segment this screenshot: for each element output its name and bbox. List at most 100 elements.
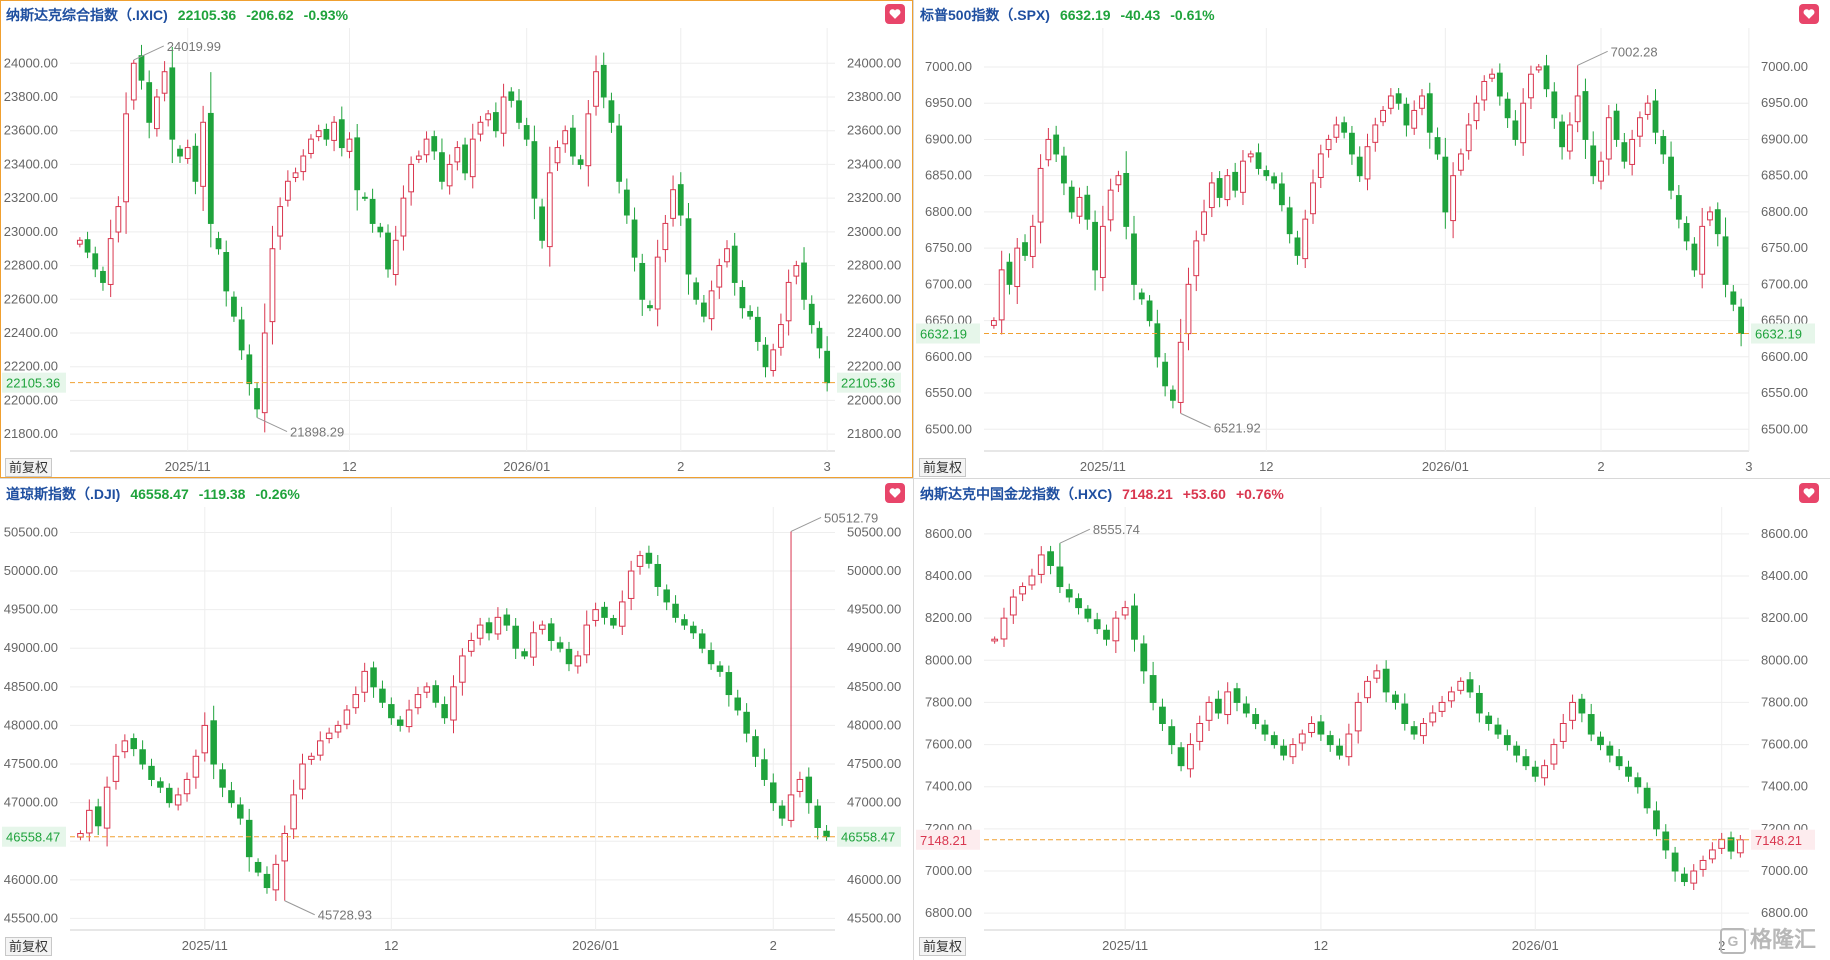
y-tick-left: 49500.00 <box>4 602 58 617</box>
extreme-leader-line <box>1059 528 1091 544</box>
y-tick-right: 6900.00 <box>1761 131 1808 146</box>
candle-body <box>1261 724 1269 735</box>
candle-body <box>814 805 821 828</box>
candle-body <box>441 704 448 719</box>
candle-body <box>547 623 555 642</box>
candle-body <box>1099 225 1106 278</box>
y-tick-right: 6800.00 <box>1761 905 1808 920</box>
candle-body <box>1232 171 1239 191</box>
favorite-heart-icon[interactable] <box>1799 4 1819 24</box>
favorite-heart-icon[interactable] <box>1799 483 1819 503</box>
y-tick-right: 8600.00 <box>1761 526 1808 541</box>
candle-body <box>1252 714 1260 725</box>
candle-body <box>130 62 137 101</box>
index-change: -40.43 <box>1120 7 1161 23</box>
candle-body <box>237 804 244 819</box>
index-name: 标普500指数（.SPX) <box>920 7 1050 23</box>
adjust-mode-button[interactable]: 前复权 <box>5 458 53 477</box>
chart-panel[interactable]: 道琼斯指数（.DJI) 46558.47 -119.38 -0.26% 45500.00… <box>0 479 913 957</box>
watermark-logo-icon: G <box>1719 928 1746 954</box>
index-name: 纳斯达克综合指数（.IXIC) <box>6 7 168 23</box>
candle-body <box>1403 103 1410 126</box>
candle-body <box>539 624 546 630</box>
adjust-mode-button[interactable]: 前复权 <box>5 937 53 956</box>
candle-body <box>246 354 253 385</box>
candle-body <box>1201 211 1207 235</box>
last-price-tag-left: 6632.19 <box>920 326 967 341</box>
candle-body <box>485 113 492 121</box>
candle-body <box>1380 109 1386 123</box>
candle-body <box>1629 138 1636 165</box>
candle-body <box>556 642 564 649</box>
extreme-leader-line <box>133 45 164 61</box>
candle-body <box>1410 726 1418 735</box>
favorite-heart-icon[interactable] <box>885 4 905 24</box>
candle-body <box>1730 291 1737 305</box>
candle-body <box>414 694 422 709</box>
candle-body <box>323 128 330 140</box>
y-tick-left: 23800.00 <box>4 89 58 104</box>
candle-body <box>1520 102 1527 144</box>
candle-body <box>1325 138 1332 151</box>
candlestick-chart[interactable]: 21800.00 21800.00 22000.00 22000.00 22200.00… <box>0 0 913 478</box>
x-tick-label: 12 <box>1314 938 1328 953</box>
y-tick-right: 24000.00 <box>847 55 901 70</box>
candle-body <box>1401 703 1409 724</box>
y-tick-left: 47500.00 <box>4 756 58 771</box>
candle-body <box>998 269 1005 321</box>
adjust-mode-button[interactable]: 前复权 <box>919 937 967 956</box>
candle-body <box>600 64 607 98</box>
candle-body <box>1263 170 1270 177</box>
candle-body <box>1541 765 1548 779</box>
candlestick-chart[interactable]: 6500.00 6500.00 6550.00 6550.00 6600.00 6600.… <box>914 0 1827 478</box>
candle-body <box>1559 723 1567 742</box>
y-tick-right: 46000.00 <box>847 872 901 887</box>
candle-body <box>530 632 537 658</box>
candle-body <box>1543 65 1550 90</box>
chart-panel[interactable]: 纳斯达克综合指数（.IXIC) 22105.36 -206.62 -0.93% 2180… <box>0 0 913 478</box>
candle-body <box>454 147 461 163</box>
candle-body <box>485 622 493 634</box>
candle-body <box>1566 124 1573 152</box>
candle-body <box>1084 194 1091 220</box>
candle-body <box>708 290 715 320</box>
candle-body <box>396 719 404 726</box>
candle-body <box>315 130 322 138</box>
y-tick-right: 45500.00 <box>847 910 901 925</box>
candle-body <box>1708 849 1716 860</box>
candle-body <box>431 136 438 152</box>
candle-body <box>1149 675 1157 703</box>
adjust-mode-button[interactable]: 前复权 <box>919 458 967 477</box>
candle-body <box>1489 73 1495 79</box>
candle-body <box>201 724 209 754</box>
candle-body <box>1535 66 1542 71</box>
candle-body <box>103 786 111 829</box>
candle-body <box>645 552 653 564</box>
candle-body <box>76 239 83 245</box>
index-last: 46558.47 <box>130 486 189 502</box>
candle-body <box>494 616 502 635</box>
candle-body <box>115 206 122 233</box>
last-price-tag-right: 22105.36 <box>841 376 895 391</box>
chart-panel[interactable]: 纳斯达克中国金龙指数（.HXC) 7148.21 +53.60 +0.76% 6800.… <box>914 479 1827 957</box>
index-name: 纳斯达克中国金龙指数（.HXC) <box>920 486 1113 502</box>
index-change: -206.62 <box>246 7 294 23</box>
candle-body <box>1278 183 1285 206</box>
y-tick-right: 48500.00 <box>847 679 901 694</box>
y-tick-right: 7600.00 <box>1761 737 1808 752</box>
index-pct: +0.76% <box>1235 486 1284 502</box>
chart-panel[interactable]: 标普500指数（.SPX) 6632.19 -40.43 -0.61% 6500.00 6… <box>914 0 1827 478</box>
candle-body <box>450 686 457 721</box>
low-annotation: 45728.93 <box>318 908 372 923</box>
candlestick-chart[interactable]: 45500.0045500.0046000.0046000.0046500.00… <box>0 479 913 957</box>
favorite-heart-icon[interactable] <box>885 483 905 503</box>
last-price-tag-left-bg <box>916 323 980 344</box>
candle-body <box>707 650 715 665</box>
low-annotation: 6521.92 <box>1214 420 1261 435</box>
y-tick-right: 6750.00 <box>1761 240 1808 255</box>
candle-body <box>192 755 200 778</box>
candle-body <box>770 782 777 804</box>
index-header: 道琼斯指数（.DJI) 46558.47 -119.38 -0.26% <box>6 484 310 502</box>
candle-body <box>169 67 176 140</box>
